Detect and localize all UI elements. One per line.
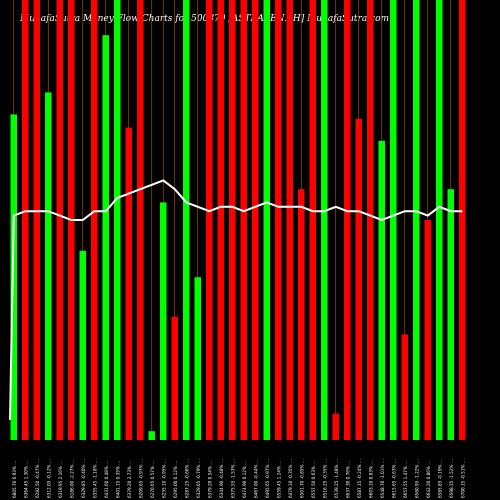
x-tick-label: 6186.00 -2.27% ...: [69, 459, 74, 498]
money-flow-bar: [252, 0, 259, 440]
x-tick-label: 6209.65 -0.97% ...: [138, 459, 143, 498]
money-flow-bar: [114, 0, 121, 440]
x-tick-label: 6312.05 -0.12% ...: [46, 459, 51, 498]
x-tick-label: 6598.35 -1.52% ...: [449, 459, 454, 498]
x-tick-label: 6329.05 -0.79% ...: [196, 459, 201, 498]
x-tick-label: 6295.00 0.12% ...: [173, 461, 178, 498]
x-tick-label: 6539.25 -1.48% ...: [334, 459, 339, 498]
money-flow-bar: [436, 0, 443, 440]
money-flow-bar: [171, 316, 178, 440]
money-flow-bar: [10, 114, 17, 441]
x-tick-label: 6270.65 0.57% ...: [150, 461, 155, 498]
money-flow-line: [9, 179, 463, 421]
money-flow-bar: [344, 0, 351, 440]
money-flow-bar: [160, 202, 167, 440]
money-flow-bar: [459, 0, 466, 440]
money-flow-bar: [79, 250, 86, 440]
money-flow-bar: [355, 118, 362, 441]
x-tick-label: 6642.20 0.86% ...: [426, 461, 431, 498]
x-tick-label: 6615.65 -0.63% ...: [391, 459, 396, 498]
money-flow-bar: [91, 0, 98, 440]
money-flow-bar: [332, 413, 339, 440]
x-tick-label: 6235.10 -0.95% ...: [161, 459, 166, 498]
x-tick-label: 6548.70 -1.01% ...: [380, 459, 385, 498]
money-flow-bar: [33, 0, 40, 440]
money-flow-bar: [275, 0, 282, 440]
money-flow-bar: [298, 189, 305, 440]
x-tick-label: 6329.85 -0.40% ...: [81, 459, 86, 498]
x-tick-label: 6401.15 0.35% ...: [115, 461, 120, 498]
x-tick-label: 6587.15 -0.24% ...: [357, 459, 362, 498]
x-tick-label: 6287.25 -0.66% ...: [184, 459, 189, 498]
money-flow-bar: [102, 35, 109, 440]
money-flow-bar: [367, 0, 374, 440]
money-flow-bar: [390, 0, 397, 440]
x-tick-label: 6495.65 -0.97% ...: [265, 459, 270, 498]
money-flow-bar: [206, 0, 213, 440]
money-flow-bar: [378, 140, 385, 441]
x-tick-label: 6585.85 -0.19% ...: [437, 459, 442, 498]
money-flow-bar: [194, 277, 201, 440]
money-flow-bar: [217, 0, 224, 440]
money-flow-bar: [263, 0, 270, 440]
money-flow-bar: [286, 0, 293, 440]
money-flow-bar: [309, 0, 316, 440]
x-tick-label: 6657.55 1.47% ...: [403, 461, 408, 498]
x-tick-label: 6379.20 0.54% ...: [207, 461, 212, 498]
x-tick-label: 6319.95 2.16% ...: [58, 461, 63, 498]
x-tick-label: 6364.45 1.30% ...: [23, 461, 28, 498]
x-tick-label: 6700.15 -0.51% ...: [460, 459, 465, 498]
x-tick-label: 6559.45 1.24% ...: [276, 461, 281, 498]
chart-title: MunafaSutra Money Flow Charts for 500870…: [20, 14, 390, 24]
money-flow-bar: [125, 127, 132, 440]
x-tick-label: 6467.00 -0.44% ...: [253, 459, 258, 498]
x-tick-label: 6637.30 0.76% ...: [345, 461, 350, 498]
money-flow-bar: [45, 92, 52, 441]
money-flow-bar: [321, 0, 328, 440]
x-tick-label: 6501.70 -0.85% ...: [299, 459, 304, 498]
money-flow-bar: [137, 0, 144, 440]
x-tick-label: 6431.60 0.48% ...: [104, 461, 109, 498]
money-flow-bar: [447, 189, 454, 440]
x-tick-label: 6474.90 0.12% ...: [242, 461, 247, 498]
x-tick-label: 6375.55 -1.53% ...: [230, 459, 235, 498]
x-tick-label: 6282.50 -0.47% ...: [35, 459, 40, 498]
money-flow-bar: [424, 220, 431, 440]
x-tick-label: 6355.45 -1.18% ...: [92, 459, 97, 498]
money-flow-bar: [413, 0, 420, 440]
x-tick-label: 6603.10 0.83% ...: [368, 461, 373, 498]
money-flow-bar: [183, 0, 190, 440]
money-flow-bar: [229, 0, 236, 440]
x-tick-label: 6379.20 2.73% ...: [127, 461, 132, 498]
money-flow-bar: [401, 334, 408, 440]
x-tick-label: 6344.90 -0.48% ...: [219, 459, 224, 498]
x-tick-label: 6805.70 6.93% ...: [12, 461, 17, 498]
x-tick-label: 6557.50 0.63% ...: [311, 461, 316, 498]
money-flow-bar: [56, 0, 63, 440]
money-flow-bar: [240, 0, 247, 440]
money-flow-bar: [22, 0, 29, 440]
x-tick-label: 6560.95 -1.22% ...: [414, 459, 419, 498]
money-flow-bar: [148, 431, 155, 440]
x-tick-label: 6516.25 -0.35% ...: [322, 459, 327, 498]
x-tick-label: 6479.10 -0.35% ...: [288, 459, 293, 498]
